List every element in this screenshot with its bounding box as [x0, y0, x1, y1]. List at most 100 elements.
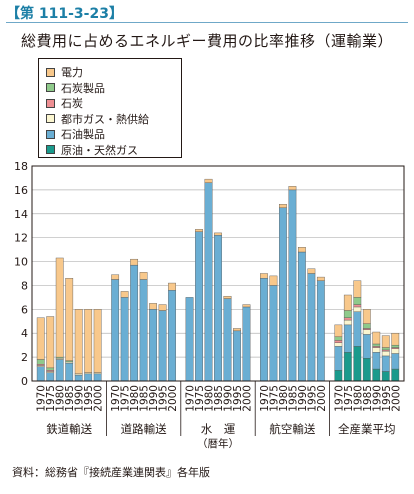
bar-segment: [260, 273, 268, 279]
bar-segment: [307, 273, 316, 382]
bar-segment: [130, 258, 139, 266]
x-tick-label: 1985: [213, 385, 225, 412]
bar-segment: [362, 309, 371, 324]
bar-segment: [334, 336, 343, 341]
bar-segment: [214, 235, 222, 382]
legend-label: 都市ガス・熱供給: [61, 112, 149, 126]
bar-segment: [343, 352, 352, 382]
bar-segment: [158, 304, 167, 311]
bar-segment: [343, 319, 352, 326]
bar-segment: [84, 309, 93, 373]
x-tick-label: 1970: [110, 385, 122, 412]
bar-segment: [343, 294, 352, 311]
legend-label: 原油・天然ガス: [61, 143, 138, 157]
bar-segment: [362, 329, 371, 335]
legend-item: 石炭: [46, 96, 83, 110]
bar-segment: [353, 304, 362, 308]
bar-segment: [65, 362, 74, 382]
bar-segment: [36, 366, 45, 382]
y-tick-label: 6: [21, 303, 28, 316]
bar-segment: [111, 274, 120, 280]
x-tick-label: 1985: [287, 385, 299, 412]
bar-segment: [74, 374, 83, 382]
bar-segment: [223, 298, 232, 382]
x-tick-label: 1970: [36, 385, 48, 412]
bar-segment: [391, 368, 400, 382]
bar-segment: [168, 282, 176, 291]
x-tick-label: 1990: [74, 385, 86, 412]
bar-segment: [46, 316, 55, 369]
bar-segment: [362, 334, 371, 359]
bar-segment: [372, 331, 381, 345]
bar-segment: [381, 347, 390, 351]
group-label: 道路輸送: [121, 422, 167, 436]
bar-segment: [36, 359, 45, 365]
bar-segment: [297, 247, 306, 253]
y-tick-label: 18: [14, 160, 28, 173]
bar-segment: [36, 317, 45, 360]
legend-swatch: [46, 114, 55, 123]
bar-segment: [233, 330, 241, 382]
legend-label: 石炭: [61, 97, 83, 110]
group-label: 航空輸送: [269, 422, 315, 436]
bar-segment: [195, 229, 203, 232]
bar-segment: [168, 290, 176, 382]
x-tick-label: 1995: [232, 385, 244, 412]
bar-segment: [204, 178, 213, 183]
bar-segment: [139, 279, 148, 382]
bar-segment: [242, 306, 251, 382]
bar-segment: [334, 340, 343, 343]
x-tick-label: 1995: [381, 385, 393, 412]
bar-segment: [242, 304, 251, 308]
bar-segment: [65, 278, 74, 361]
bar-segment: [158, 310, 167, 382]
bar-segment: [269, 275, 278, 286]
legend-item: 原油・天然ガス: [46, 143, 138, 157]
bar-segment: [381, 355, 390, 372]
bar-segment: [343, 324, 352, 353]
y-tick-label: 2: [21, 351, 28, 364]
bar-segment: [372, 347, 381, 353]
bar-segment: [204, 182, 213, 382]
figure-label: 【第 111-3-23】: [6, 6, 123, 22]
bar-segment: [139, 272, 148, 280]
bar-segment: [343, 317, 352, 321]
x-tick-label: 1975: [343, 385, 355, 412]
bar-segment: [214, 232, 222, 236]
bar-segment: [316, 276, 325, 281]
bar-segment: [372, 352, 381, 370]
legend-swatch: [46, 67, 55, 77]
x-tick-label: 1990: [371, 385, 383, 412]
x-tick-label: 1985: [139, 385, 151, 412]
x-tick-label: 1975: [194, 385, 206, 412]
x-tick-label: 1980: [278, 385, 290, 412]
x-tick-label: 1975: [268, 385, 280, 412]
bar-segment: [279, 204, 287, 209]
legend-item: 石油製品: [46, 127, 105, 141]
x-tick-label: 2000: [167, 385, 179, 412]
bar-segment: [120, 291, 129, 298]
x-tick-label: 1980: [204, 385, 216, 412]
plot-frame: [31, 165, 405, 382]
bar-segment: [381, 371, 390, 382]
legend-swatch: [46, 145, 55, 154]
x-tick-label: 1980: [129, 385, 141, 412]
x-tick-label: 1970: [259, 385, 271, 412]
x-tick-label: 1995: [158, 385, 170, 412]
legend-item: 電力: [46, 65, 83, 79]
bar-segment: [381, 335, 390, 348]
label-layer: 0246810121416181970197519801985199019952…: [14, 160, 402, 450]
legend-item: 都市ガス・熱供給: [46, 112, 149, 126]
bar-segment: [55, 257, 64, 358]
bar-segment: [120, 297, 129, 382]
bar-segment: [233, 328, 241, 332]
group-label: 水 運: [201, 422, 236, 436]
bar-segment: [353, 280, 362, 298]
stacked-bar-chart: 0246810121416181970197519801985199019952…: [14, 160, 405, 450]
y-tick-label: 0: [21, 375, 28, 388]
chart-title: 総費用に占めるエネルギー費用の比率推移（運輸業）: [20, 32, 393, 50]
x-tick-label: 1980: [55, 385, 67, 412]
bar-segment: [362, 323, 371, 329]
x-tick-label: 1995: [306, 385, 318, 412]
bar-segment: [93, 309, 102, 373]
